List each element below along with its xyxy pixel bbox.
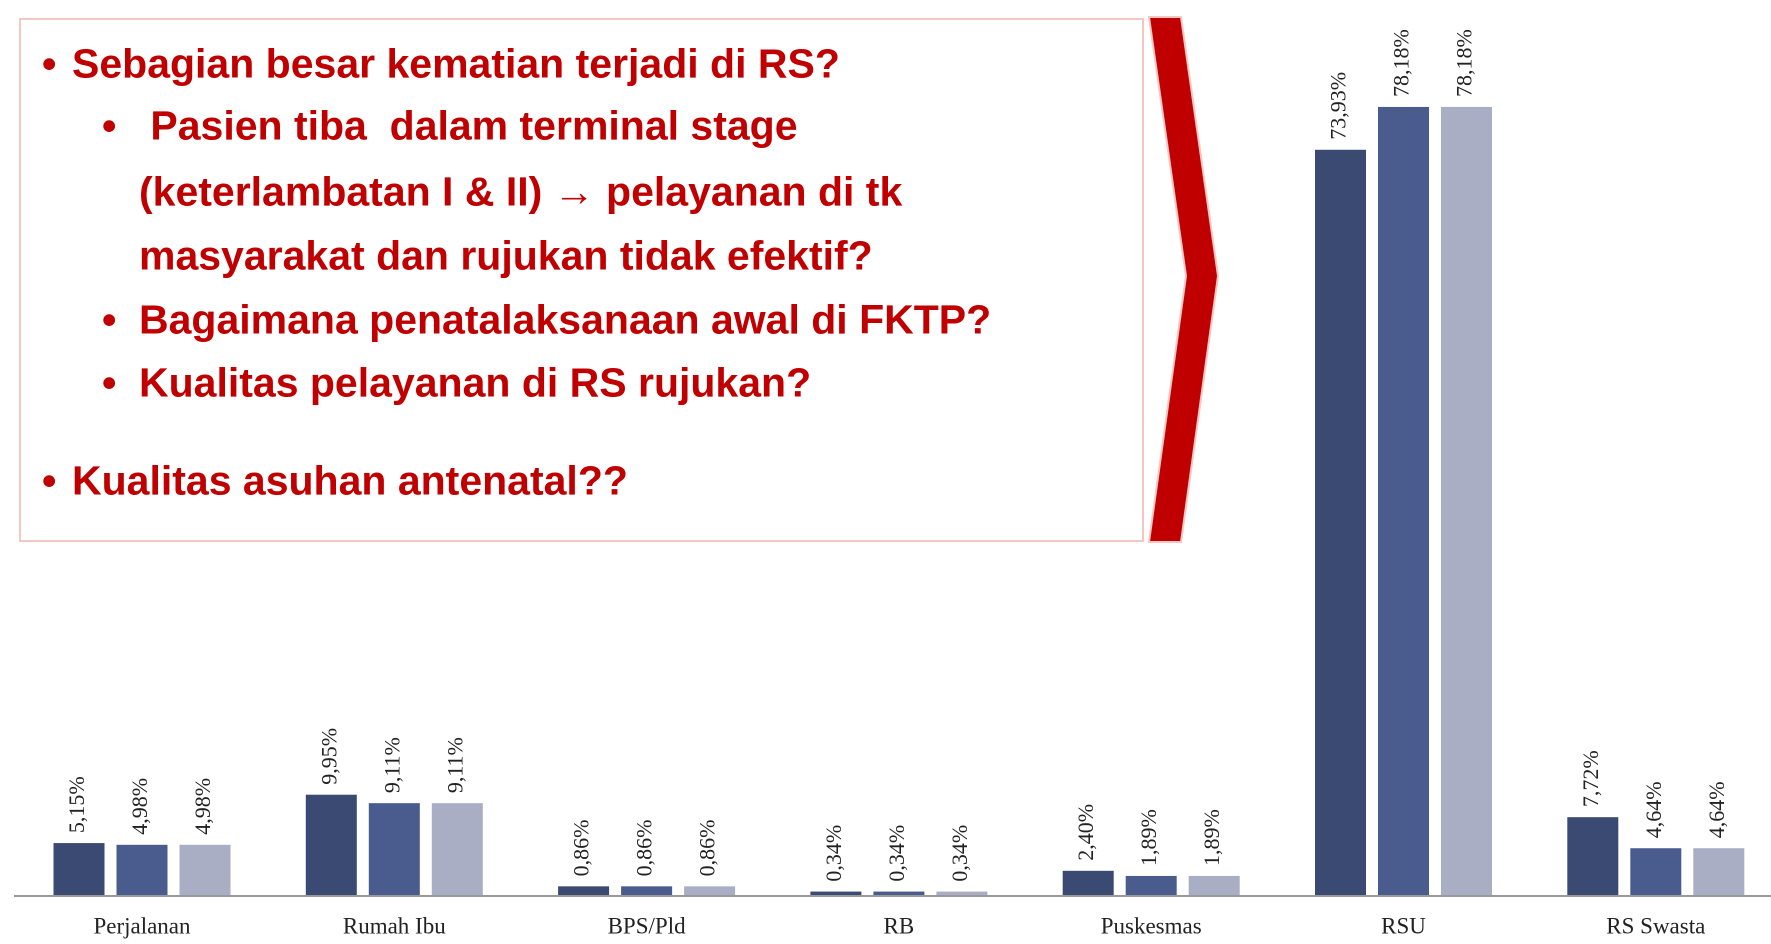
- data-label: 2,40%: [1073, 804, 1098, 861]
- callout-line: Sebagian besar kematian terjadi di RS?: [72, 40, 840, 87]
- callout-line: Kualitas pelayanan di RS rujukan?: [139, 359, 812, 406]
- bar: [684, 886, 736, 895]
- x-tick-label: BPS/Pld: [608, 913, 686, 938]
- bar: [1567, 817, 1619, 895]
- data-label: 4,64%: [1641, 781, 1666, 838]
- bar: [53, 843, 105, 895]
- bullet: •: [102, 102, 117, 149]
- data-label: 0,34%: [821, 825, 846, 882]
- bar: [1062, 870, 1114, 895]
- bullet: •: [102, 359, 117, 406]
- callout-line: masyarakat dan rujukan tidak efektif?: [139, 232, 873, 279]
- x-tick-label: Puskesmas: [1101, 913, 1202, 938]
- bar: [810, 891, 862, 895]
- x-tick-label: Rumah Ibu: [343, 913, 446, 938]
- bullet: •: [102, 296, 117, 343]
- bar: [305, 794, 357, 895]
- bullet: •: [42, 457, 57, 504]
- data-label: 4,98%: [127, 778, 152, 835]
- callout: • Sebagian besar kematian terjadi di RS? •…: [19, 18, 1144, 542]
- data-label: 0,86%: [569, 820, 594, 877]
- bar: [621, 886, 673, 895]
- x-tick-label: Perjalanan: [93, 913, 191, 938]
- bar: [1441, 106, 1492, 895]
- data-label: 9,11%: [442, 737, 467, 793]
- bar: [558, 886, 610, 895]
- bar: [368, 803, 420, 895]
- bar: [1693, 848, 1745, 895]
- bar: [1630, 848, 1682, 895]
- x-tick-label: RB: [884, 913, 915, 938]
- data-label: 7,72%: [1578, 750, 1603, 807]
- bar: [1125, 875, 1177, 895]
- data-label: 4,98%: [190, 778, 215, 835]
- bullet: •: [42, 40, 57, 87]
- data-label: 4,64%: [1704, 781, 1729, 838]
- data-label: 9,95%: [316, 728, 341, 785]
- data-label: 73,93%: [1326, 72, 1351, 140]
- callout-line: Kualitas asuhan antenatal??: [72, 457, 628, 504]
- data-label: 9,11%: [379, 737, 404, 793]
- data-label: 0,86%: [695, 820, 720, 877]
- bar: [116, 844, 168, 895]
- bar: [873, 891, 925, 895]
- data-label: 5,15%: [64, 776, 89, 833]
- bar: [1188, 875, 1240, 895]
- bar: [936, 891, 988, 895]
- bar: [431, 803, 483, 895]
- bar: [1315, 149, 1366, 896]
- data-label: 0,86%: [632, 820, 657, 877]
- bar: [179, 844, 231, 895]
- data-label: 0,34%: [884, 825, 909, 882]
- x-tick-label: RSU: [1381, 913, 1426, 938]
- data-label: 1,89%: [1199, 809, 1224, 866]
- data-label: 78,18%: [1452, 29, 1477, 97]
- x-tick-label: RS Swasta: [1606, 913, 1705, 938]
- bar: [1378, 106, 1429, 895]
- callout-line: Bagaimana penatalaksanaan awal di FKTP?: [139, 296, 992, 343]
- data-label: 78,18%: [1389, 29, 1414, 97]
- data-label: 1,89%: [1136, 809, 1161, 866]
- callout-line: Pasien tiba dalam terminal stage: [139, 102, 798, 149]
- data-label: 0,34%: [947, 825, 972, 882]
- callout-line: (keterlambatan I & II) → pelayanan di tk: [139, 168, 903, 215]
